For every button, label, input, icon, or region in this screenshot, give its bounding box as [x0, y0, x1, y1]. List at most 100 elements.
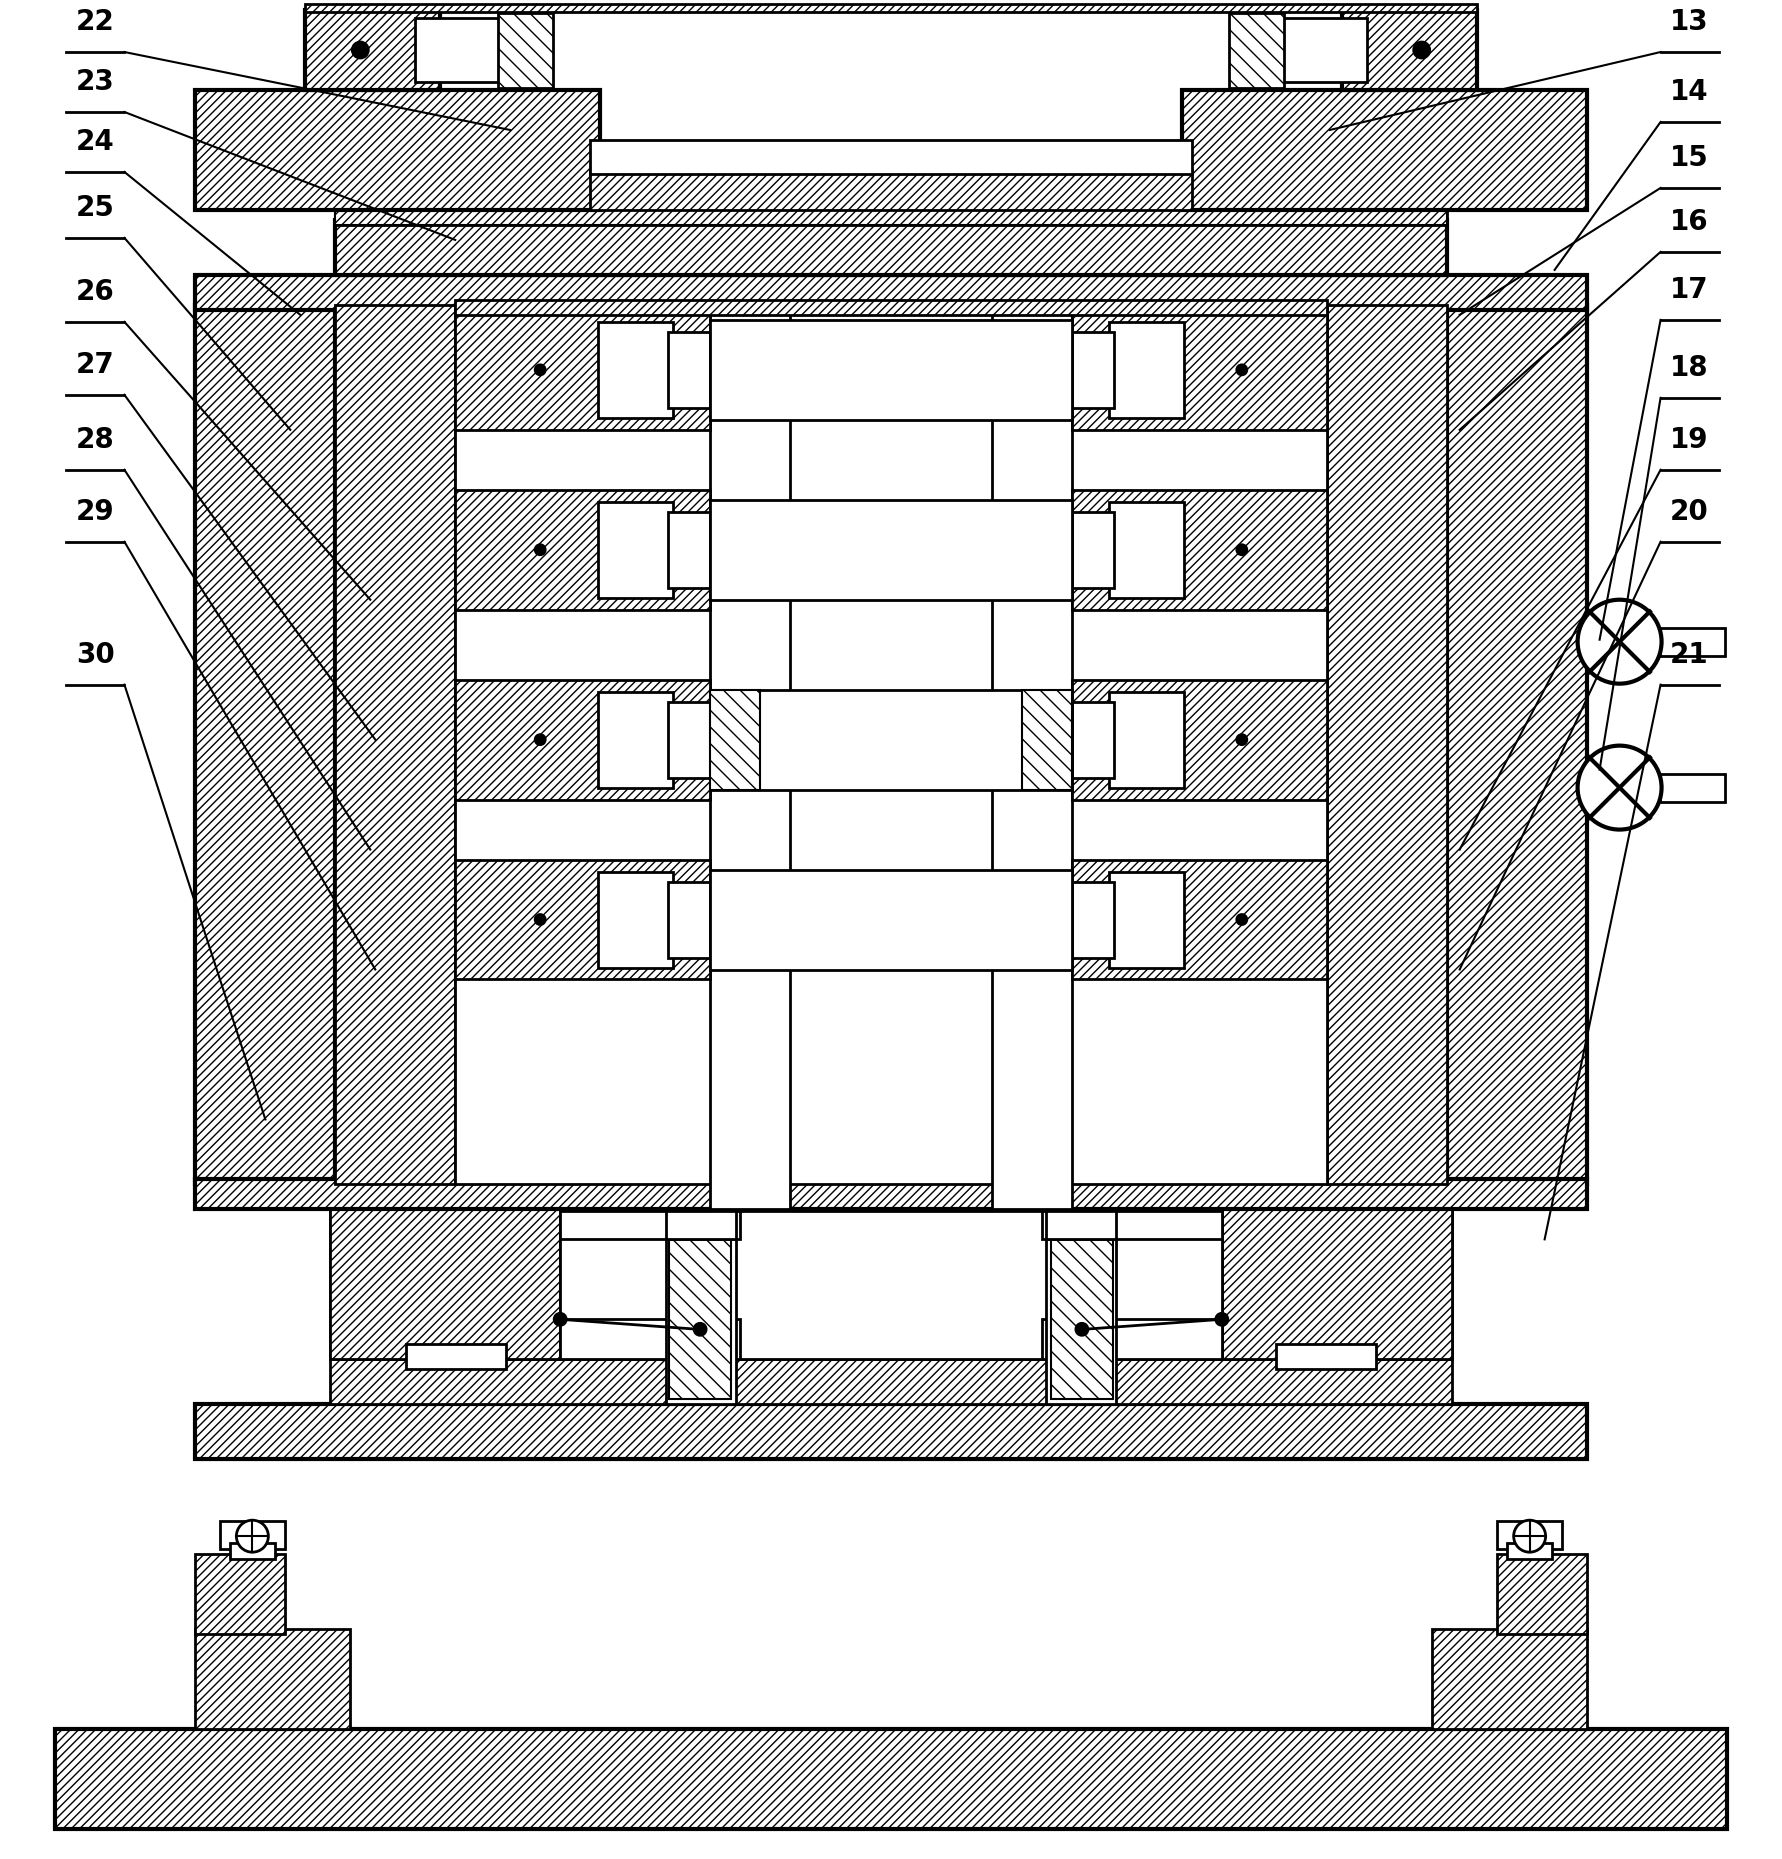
Circle shape [1513, 1521, 1545, 1552]
Circle shape [535, 915, 545, 924]
Text: 25: 25 [77, 193, 114, 221]
Text: 27: 27 [77, 351, 114, 379]
Bar [1497, 1521, 1561, 1549]
Bar [1108, 502, 1183, 599]
Bar [196, 1179, 1586, 1210]
Text: 17: 17 [1670, 275, 1709, 303]
Bar [709, 870, 1073, 970]
Bar [454, 859, 709, 980]
Bar [454, 310, 709, 429]
Bar [454, 489, 709, 610]
Circle shape [554, 1312, 567, 1325]
Circle shape [1215, 1312, 1228, 1325]
Bar [1328, 305, 1447, 1184]
Text: 24: 24 [77, 128, 114, 156]
Bar [1073, 859, 1328, 980]
Bar [335, 206, 1447, 225]
Bar [599, 872, 674, 967]
Bar [1431, 1628, 1586, 1729]
Bar [1073, 680, 1328, 799]
Circle shape [535, 364, 545, 376]
Text: 28: 28 [77, 426, 114, 454]
Bar [221, 1521, 285, 1549]
Bar [1276, 19, 1367, 82]
Circle shape [1237, 915, 1247, 924]
Bar [666, 1184, 736, 1404]
Bar [1108, 872, 1183, 967]
Text: 23: 23 [77, 69, 114, 97]
Text: 16: 16 [1670, 208, 1709, 236]
Circle shape [1577, 745, 1661, 829]
Bar [1073, 881, 1114, 957]
Bar [1073, 511, 1114, 587]
Bar [196, 305, 335, 1184]
Bar [599, 692, 674, 788]
Circle shape [1237, 734, 1247, 745]
Bar [1073, 333, 1114, 407]
Bar [1042, 1320, 1222, 1359]
Bar [305, 9, 440, 89]
Bar [666, 1179, 736, 1240]
Bar [668, 511, 709, 587]
Bar [330, 1184, 560, 1359]
Circle shape [535, 545, 545, 554]
Text: 18: 18 [1670, 353, 1709, 381]
Bar [1051, 1190, 1114, 1400]
Bar [1108, 692, 1183, 788]
Bar [709, 690, 761, 790]
Bar [709, 690, 1073, 790]
Bar [335, 206, 1447, 225]
Bar [709, 320, 1073, 420]
Bar [415, 19, 506, 82]
Bar [1073, 310, 1328, 429]
Bar [1447, 305, 1586, 1184]
Bar [1506, 1543, 1552, 1560]
Text: 22: 22 [77, 7, 114, 35]
Bar [1276, 1344, 1376, 1370]
Bar [1042, 1210, 1222, 1240]
Circle shape [1237, 364, 1247, 376]
Circle shape [1237, 545, 1247, 554]
Text: 30: 30 [77, 641, 114, 669]
Bar [668, 1190, 731, 1400]
Bar [196, 89, 601, 210]
Circle shape [1413, 43, 1429, 58]
Text: 29: 29 [77, 498, 114, 526]
Bar [668, 701, 709, 777]
Bar [499, 13, 552, 87]
Bar [196, 275, 1586, 310]
Bar [406, 1344, 506, 1370]
Bar [599, 502, 674, 599]
Bar [330, 1355, 1452, 1404]
Circle shape [1076, 1324, 1087, 1335]
Bar [560, 1320, 740, 1359]
Bar [1046, 1179, 1116, 1240]
Text: 20: 20 [1670, 498, 1709, 526]
Bar [1342, 9, 1477, 89]
Bar [196, 1628, 351, 1729]
Text: 21: 21 [1670, 641, 1709, 669]
Bar [590, 169, 1192, 210]
Bar [305, 4, 1477, 11]
Bar [55, 1729, 1727, 1829]
Text: 14: 14 [1670, 78, 1709, 106]
Bar [560, 1184, 1222, 1359]
Bar [709, 310, 789, 1210]
Bar [1230, 13, 1283, 87]
Bar [196, 1404, 1586, 1459]
Bar [1181, 89, 1586, 210]
Bar [709, 500, 1073, 600]
Bar [454, 310, 1328, 1184]
Bar [993, 310, 1073, 1210]
Bar [1073, 701, 1114, 777]
Text: 15: 15 [1670, 143, 1709, 171]
Bar [1659, 628, 1725, 656]
Text: 19: 19 [1670, 426, 1709, 454]
Bar [454, 680, 709, 799]
Bar [668, 333, 709, 407]
Bar [196, 1554, 285, 1634]
Bar [335, 219, 1447, 275]
Bar [454, 299, 1328, 314]
Bar [1073, 489, 1328, 610]
Bar [230, 1543, 276, 1560]
